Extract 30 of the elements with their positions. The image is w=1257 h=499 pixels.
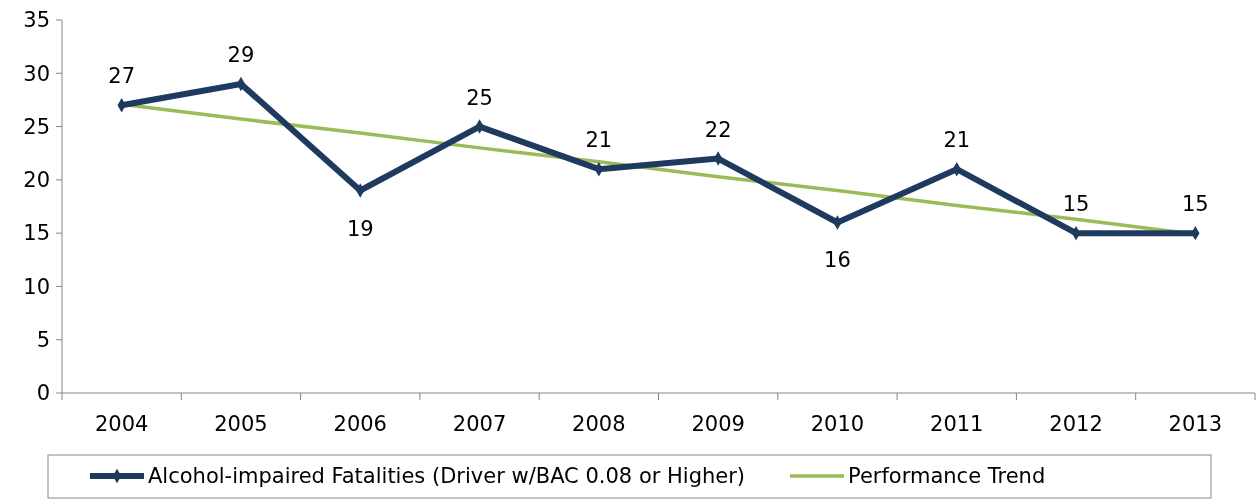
x-tick-label: 2007 xyxy=(452,412,507,436)
y-tick-label: 30 xyxy=(23,61,50,86)
x-tick-label: 2005 xyxy=(214,412,268,436)
x-tick-label: 2013 xyxy=(1168,412,1223,436)
legend-label: Alcohol-impaired Fatalities (Driver w/BAC 0.08 or Higher) xyxy=(148,464,746,489)
data-label: 27 xyxy=(108,64,136,89)
y-tick-label: 0 xyxy=(36,381,50,406)
y-tick-label: 35 xyxy=(23,8,50,33)
x-tick-label: 2011 xyxy=(930,412,984,436)
data-label: 22 xyxy=(704,117,732,142)
x-tick-label: 2008 xyxy=(572,412,626,436)
y-tick-label: 15 xyxy=(23,221,50,246)
y-tick-label: 20 xyxy=(23,168,50,193)
data-label: 15 xyxy=(1062,192,1090,217)
x-tick-label: 2004 xyxy=(94,412,149,436)
y-tick-label: 25 xyxy=(23,114,50,139)
x-tick-label: 2009 xyxy=(691,412,745,436)
x-tick-label: 2012 xyxy=(1049,412,1103,436)
data-label: 21 xyxy=(585,128,613,153)
data-label: 21 xyxy=(943,128,971,153)
data-label: 19 xyxy=(346,216,374,241)
data-label: 29 xyxy=(227,42,255,67)
y-tick-label: 10 xyxy=(23,274,50,299)
data-label: 25 xyxy=(466,85,493,110)
data-label: 16 xyxy=(824,248,851,273)
x-tick-label: 2006 xyxy=(333,412,387,436)
data-label: 15 xyxy=(1181,192,1209,217)
legend-label: Performance Trend xyxy=(848,464,1046,489)
y-tick-label: 5 xyxy=(36,328,50,353)
x-tick-label: 2010 xyxy=(810,412,865,436)
